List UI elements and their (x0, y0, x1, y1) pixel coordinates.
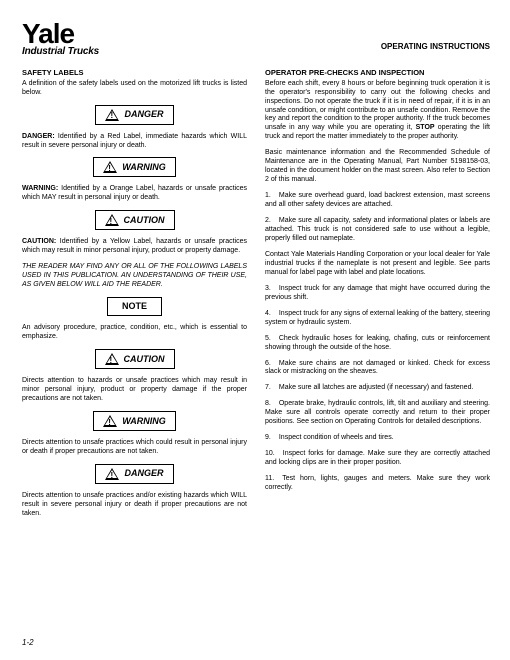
label-box-wrap: ! DANGER (22, 464, 247, 484)
left-column: SAFETY LABELS A definition of the safety… (22, 68, 247, 526)
warning-triangle-icon: ! (105, 109, 119, 121)
precheck-item: Test horn, lights, gauges and meters. Ma… (265, 475, 490, 493)
label-box-wrap: ! CAUTION (22, 210, 247, 230)
page-number: 1-2 (22, 638, 34, 648)
safety-label-box: ! CAUTION (95, 349, 175, 369)
precheck-item: Make sure overhead guard, load backrest … (265, 192, 490, 210)
safety-label-text: CAUTION (124, 215, 165, 226)
precheck-item: Inspect truck for any signs of external … (265, 310, 490, 328)
contact-note: Contact Yale Materials Handling Corporat… (265, 251, 490, 278)
warning-triangle-icon: ! (103, 161, 117, 173)
safety-labels-intro: A definition of the safety labels used o… (22, 80, 247, 98)
safety-label-box: ! WARNING (93, 411, 176, 431)
label-definition-lead: WARNING: (22, 185, 58, 192)
label-definition: Directs attention to unsafe practices wh… (22, 439, 247, 457)
safety-label-text: CAUTION (124, 354, 165, 365)
label-box-wrap: ! WARNING (22, 157, 247, 177)
brand-logo: Yale Industrial Trucks (22, 22, 490, 58)
safety-label-text: DANGER (124, 468, 163, 479)
label-definition: CAUTION: Identified by a Yellow Label, h… (22, 238, 247, 256)
precheck-item: Operate brake, hydraulic controls, lift,… (265, 400, 490, 427)
label-box-wrap: ! DANGER (22, 105, 247, 125)
warning-triangle-icon: ! (105, 214, 119, 226)
label-box-wrap: ! WARNING (22, 411, 247, 431)
label-definition-lead: CAUTION: (22, 238, 56, 245)
label-definition: An advisory procedure, practice, conditi… (22, 324, 247, 342)
label-definition: Directs attention to hazards or unsafe p… (22, 377, 247, 404)
precheck-item: Inspect forks for damage. Make sure they… (265, 450, 490, 468)
precheck-item: Make sure all latches are adjusted (if n… (265, 384, 490, 393)
label-definition-lead: DANGER: (22, 133, 55, 140)
warning-triangle-icon: ! (103, 415, 117, 427)
label-definition: Directs attention to unsafe practices an… (22, 492, 247, 519)
precheck-item: Make sure all capacity, safety and infor… (265, 217, 490, 244)
safety-label-box: ! DANGER (95, 464, 173, 484)
warning-triangle-icon: ! (105, 468, 119, 480)
safety-label-box: ! WARNING (93, 157, 176, 177)
label-box-wrap: ! CAUTION (22, 349, 247, 369)
precheck-item: Check hydraulic hoses for leaking, chafi… (265, 335, 490, 353)
safety-label-text: WARNING (122, 416, 166, 427)
precheck-item: Make sure chains are not damaged or kink… (265, 360, 490, 378)
safety-label-text: DANGER (124, 109, 163, 120)
reader-note: THE READER MAY FIND ANY OR ALL OF THE FO… (22, 263, 247, 290)
stop-word: STOP (416, 124, 435, 131)
note-label-box: NOTE (107, 297, 162, 316)
warning-triangle-icon: ! (105, 353, 119, 365)
safety-label-box: ! CAUTION (95, 210, 175, 230)
prechecks-para1: Before each shift, every 8 hours or befo… (265, 80, 490, 143)
prechecks-heading: OPERATOR PRE-CHECKS AND INSPECTION (265, 68, 490, 77)
safety-label-text: WARNING (122, 162, 166, 173)
safety-labels-heading: SAFETY LABELS (22, 68, 247, 77)
prechecks-para2: Basic maintenance information and the Re… (265, 149, 490, 185)
label-definition: DANGER: Identified by a Red Label, immed… (22, 133, 247, 151)
label-definition: WARNING: Identified by a Orange Label, h… (22, 185, 247, 203)
precheck-item: Inspect condition of wheels and tires. (265, 434, 490, 443)
right-column: OPERATOR PRE-CHECKS AND INSPECTION Befor… (265, 68, 490, 526)
prechecks-list: Make sure overhead guard, load backrest … (265, 192, 490, 493)
two-column-layout: SAFETY LABELS A definition of the safety… (22, 68, 490, 526)
safety-label-box: ! DANGER (95, 105, 173, 125)
precheck-item: Inspect truck for any damage that might … (265, 285, 490, 303)
page-category-heading: OPERATING INSTRUCTIONS (381, 42, 490, 52)
label-box-wrap: NOTE (22, 297, 247, 316)
